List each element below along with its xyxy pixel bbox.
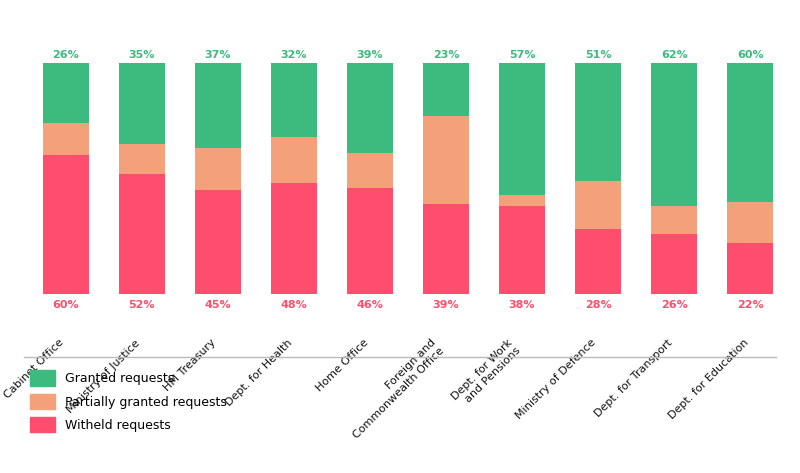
Text: 28%: 28% xyxy=(585,300,611,310)
Bar xyxy=(575,181,621,229)
Bar xyxy=(423,116,469,204)
Text: 52%: 52% xyxy=(129,300,155,310)
Bar xyxy=(43,123,89,156)
Bar xyxy=(575,63,621,181)
Text: 46%: 46% xyxy=(357,300,383,310)
Bar xyxy=(651,63,697,206)
Bar xyxy=(271,183,317,294)
Bar xyxy=(43,63,89,123)
Bar xyxy=(271,137,317,183)
Text: 60%: 60% xyxy=(53,300,79,310)
Text: 37%: 37% xyxy=(205,50,231,60)
Bar xyxy=(423,204,469,294)
Bar xyxy=(195,190,241,294)
Text: 51%: 51% xyxy=(585,50,611,60)
Text: 23%: 23% xyxy=(433,50,459,60)
Bar xyxy=(651,206,697,234)
Text: 62%: 62% xyxy=(661,50,687,60)
Bar xyxy=(119,63,165,144)
Bar xyxy=(727,201,773,243)
Bar xyxy=(423,63,469,116)
Text: 35%: 35% xyxy=(129,50,155,60)
Bar xyxy=(119,174,165,294)
Bar xyxy=(195,149,241,190)
Bar xyxy=(499,206,545,294)
Bar xyxy=(347,153,393,188)
Text: 38%: 38% xyxy=(509,300,535,310)
Bar xyxy=(195,63,241,149)
Text: 26%: 26% xyxy=(53,50,79,60)
Bar xyxy=(575,229,621,294)
Bar xyxy=(499,194,545,206)
Text: 45%: 45% xyxy=(205,300,231,310)
Bar xyxy=(347,63,393,153)
Text: 22%: 22% xyxy=(737,300,763,310)
Text: 39%: 39% xyxy=(433,300,459,310)
Bar xyxy=(119,144,165,174)
Bar xyxy=(727,63,773,201)
Text: 60%: 60% xyxy=(737,50,763,60)
Text: 39%: 39% xyxy=(357,50,383,60)
Legend: Granted requests, Partially granted requests, Witheld requests: Granted requests, Partially granted requ… xyxy=(30,370,227,432)
Bar xyxy=(651,234,697,294)
Text: 26%: 26% xyxy=(661,300,687,310)
Text: 32%: 32% xyxy=(281,50,307,60)
Bar xyxy=(499,63,545,194)
Text: 48%: 48% xyxy=(281,300,307,310)
Bar xyxy=(271,63,317,137)
Bar xyxy=(347,188,393,294)
Text: 57%: 57% xyxy=(509,50,535,60)
Bar xyxy=(727,243,773,294)
Bar xyxy=(43,156,89,294)
